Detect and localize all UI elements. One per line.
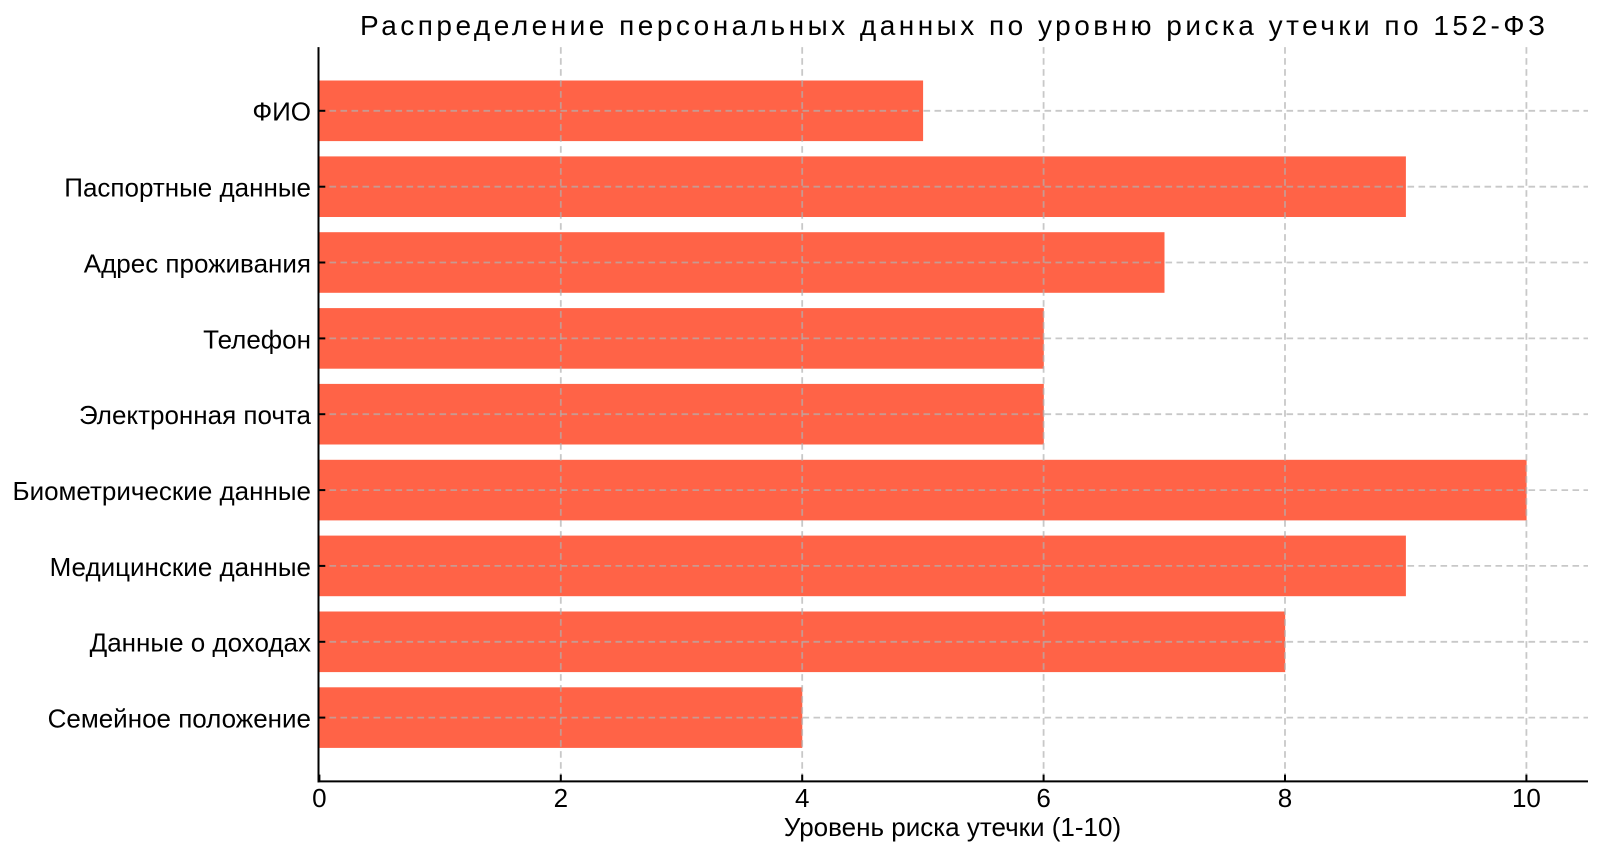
svg-text:Электронная почта: Электронная почта: [79, 400, 312, 430]
svg-text:Паспортные данные: Паспортные данные: [64, 173, 311, 203]
svg-text:Данные о доходах: Данные о доходах: [90, 628, 311, 658]
svg-text:4: 4: [795, 783, 809, 813]
svg-text:Семейное положение: Семейное положение: [48, 704, 311, 734]
svg-text:ФИО: ФИО: [252, 97, 311, 127]
svg-text:6: 6: [1036, 783, 1050, 813]
svg-text:Медицинские данные: Медицинские данные: [50, 552, 311, 582]
svg-text:Уровень риска утечки (1-10): Уровень риска утечки (1-10): [784, 812, 1121, 842]
svg-text:10: 10: [1512, 783, 1541, 813]
svg-text:Распределение персональных дан: Распределение персональных данных по уро…: [360, 10, 1545, 41]
svg-text:8: 8: [1278, 783, 1292, 813]
svg-text:0: 0: [312, 783, 326, 813]
svg-text:Биометрические данные: Биометрические данные: [13, 476, 312, 506]
svg-text:2: 2: [554, 783, 568, 813]
svg-text:Телефон: Телефон: [203, 324, 311, 354]
svg-text:Адрес проживания: Адрес проживания: [84, 248, 311, 278]
